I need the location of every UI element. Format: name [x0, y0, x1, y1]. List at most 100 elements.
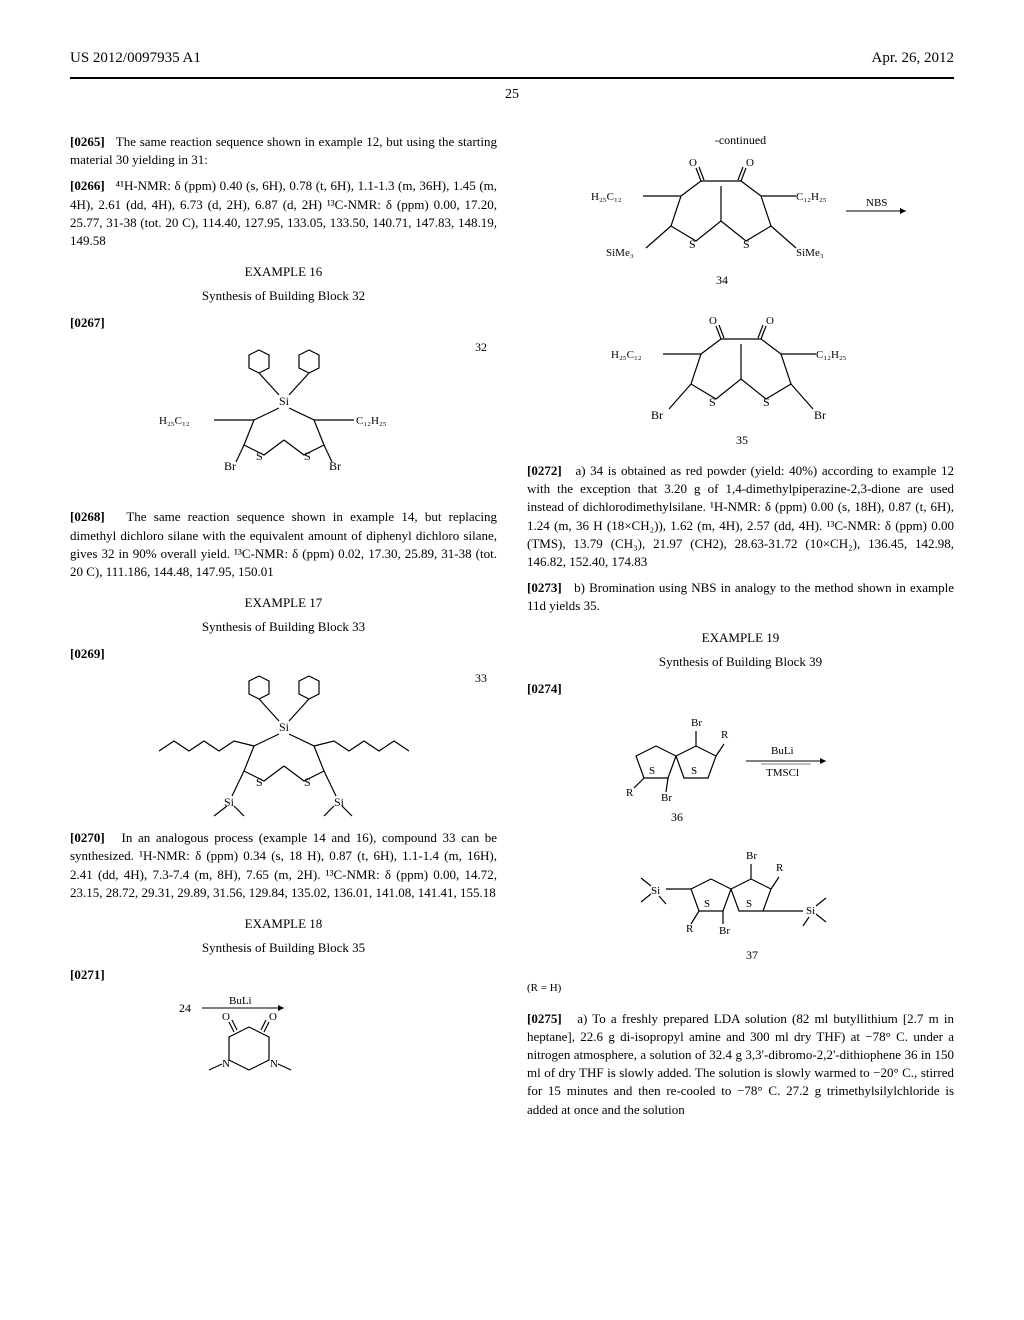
svg-text:Si: Si — [279, 720, 290, 734]
example-18-subtitle: Synthesis of Building Block 35 — [70, 940, 497, 956]
svg-text:N: N — [270, 1058, 278, 1070]
svg-text:C₁₂H₂₅: C₁₂H₂₅ — [816, 349, 847, 361]
para-text-0275: a) To a freshly prepared LDA solution (8… — [527, 1011, 954, 1117]
right-column: -continued O O S S H₂₅C₁₂ C₁₂H₂₅ — [527, 133, 954, 1127]
svg-text:H₂₅C₁₂: H₂₅C₁₂ — [159, 415, 190, 427]
svg-text:R: R — [626, 787, 634, 799]
structure-34-number: 34 — [716, 273, 728, 287]
document-id: US 2012/0097935 A1 — [70, 50, 201, 67]
svg-text:Br: Br — [661, 792, 672, 804]
para-text-0272: a) 34 is obtained as red powder (yield: … — [527, 463, 954, 569]
svg-text:O: O — [709, 315, 717, 327]
reaction-24-svg: 24 BuLi O O N N — [154, 992, 414, 1092]
svg-text:TMSCl: TMSCl — [766, 767, 799, 779]
structure-33-number: 33 — [475, 671, 487, 686]
para-num-0266: [0266] — [70, 178, 105, 193]
para-num-0275: [0275] — [527, 1011, 562, 1026]
para-0272: [0272] a) 34 is obtained as red powder (… — [527, 462, 954, 571]
continued-label: -continued — [527, 133, 954, 148]
reaction-24: 24 BuLi O O N N — [70, 992, 497, 1092]
para-text-0265: The same reaction sequence shown in exam… — [70, 134, 497, 167]
svg-text:R: R — [686, 923, 694, 935]
para-num-0268: [0268] — [70, 509, 105, 524]
svg-text:R: R — [721, 729, 729, 741]
example-19-title: EXAMPLE 19 — [527, 630, 954, 646]
para-0271: [0271] — [70, 966, 497, 984]
svg-text:Si: Si — [279, 394, 290, 408]
para-num-0273: [0273] — [527, 580, 562, 595]
para-num-0271: [0271] — [70, 967, 105, 982]
structure-36-number: 36 — [671, 810, 683, 824]
svg-text:H₂₅C₁₂: H₂₅C₁₂ — [591, 191, 622, 203]
svg-text:Br: Br — [691, 717, 702, 729]
example-16-title: EXAMPLE 16 — [70, 264, 497, 280]
content-columns: [0265] The same reaction sequence shown … — [70, 133, 954, 1127]
svg-text:Br: Br — [746, 850, 757, 862]
structure-32-number: 32 — [475, 340, 487, 355]
svg-text:S: S — [649, 765, 655, 777]
svg-text:Br: Br — [224, 459, 236, 473]
structure-32-svg: Si S S H₂₅C₁₂ C₁₂H₂₅ Br Br — [154, 340, 414, 500]
structure-34: O O S S H₂₅C₁₂ C₁₂H₂₅ SiMe₃ SiMe₃ — [527, 156, 954, 306]
r-equals-h-note: (R = H) — [527, 982, 954, 994]
svg-text:S: S — [704, 898, 710, 910]
left-column: [0265] The same reaction sequence shown … — [70, 133, 497, 1127]
para-text-0268: The same reaction sequence shown in exam… — [70, 509, 497, 579]
para-0265: [0265] The same reaction sequence shown … — [70, 133, 497, 169]
para-0274: [0274] — [527, 680, 954, 698]
svg-text:S: S — [689, 237, 696, 251]
para-num-0272: [0272] — [527, 463, 562, 478]
structure-36: S S Br R R Br 36 BuLi TMSCl — [527, 706, 954, 826]
structure-32: 32 Si S S H₂₅C₁₂ C₁₂H₂₅ Br — [70, 340, 497, 500]
svg-text:SiMe₃: SiMe₃ — [796, 247, 824, 259]
structure-33: 33 Si S S Si Si — [70, 671, 497, 821]
svg-text:SiMe₃: SiMe₃ — [606, 247, 634, 259]
compound-24-label: 24 — [179, 1001, 191, 1015]
structure-37-svg: S S Br R R Br Si Si — [591, 834, 891, 974]
svg-text:O: O — [689, 157, 697, 169]
svg-text:O: O — [766, 315, 774, 327]
svg-text:S: S — [304, 775, 311, 789]
svg-text:Si: Si — [806, 905, 815, 917]
example-18-title: EXAMPLE 18 — [70, 916, 497, 932]
svg-text:S: S — [746, 898, 752, 910]
svg-text:Br: Br — [719, 925, 730, 937]
para-0273: [0273] b) Bromination using NBS in analo… — [527, 579, 954, 615]
svg-text:Si: Si — [651, 885, 660, 897]
svg-text:Br: Br — [814, 408, 826, 422]
svg-text:S: S — [691, 765, 697, 777]
structure-37-number: 37 — [746, 948, 758, 962]
svg-text:BuLi: BuLi — [771, 745, 794, 757]
svg-text:H₂₅C₁₂: H₂₅C₁₂ — [611, 349, 642, 361]
svg-text:S: S — [763, 395, 770, 409]
svg-text:R: R — [776, 862, 784, 874]
svg-text:C₁₂H₂₅: C₁₂H₂₅ — [796, 191, 827, 203]
structure-34-svg: O O S S H₂₅C₁₂ C₁₂H₂₅ SiMe₃ SiMe₃ — [571, 156, 911, 306]
svg-text:S: S — [709, 395, 716, 409]
para-0269: [0269] — [70, 645, 497, 663]
svg-text:S: S — [256, 775, 263, 789]
para-num-0267: [0267] — [70, 315, 105, 330]
example-19-subtitle: Synthesis of Building Block 39 — [527, 654, 954, 670]
svg-text:S: S — [743, 237, 750, 251]
publication-date: Apr. 26, 2012 — [872, 50, 955, 67]
para-text-0273: b) Bromination using NBS in analogy to t… — [527, 580, 954, 613]
para-0270: [0270] In an analogous process (example … — [70, 829, 497, 902]
svg-text:S: S — [256, 449, 263, 463]
buli-label: BuLi — [229, 995, 252, 1007]
svg-text:O: O — [746, 157, 754, 169]
structure-33-svg: Si S S Si Si — [134, 671, 434, 821]
para-num-0270: [0270] — [70, 830, 105, 845]
nbs-label: NBS — [866, 197, 887, 209]
page-header: US 2012/0097935 A1 Apr. 26, 2012 — [70, 50, 954, 67]
para-0267: [0267] — [70, 314, 497, 332]
svg-text:O: O — [222, 1011, 230, 1023]
para-num-0265: [0265] — [70, 134, 105, 149]
example-17-title: EXAMPLE 17 — [70, 595, 497, 611]
page-number: 25 — [70, 87, 954, 103]
para-num-0269: [0269] — [70, 646, 105, 661]
structure-36-svg: S S Br R R Br 36 BuLi TMSCl — [576, 706, 906, 826]
header-divider — [70, 77, 954, 79]
svg-text:C₁₂H₂₅: C₁₂H₂₅ — [356, 415, 387, 427]
example-16-subtitle: Synthesis of Building Block 32 — [70, 288, 497, 304]
